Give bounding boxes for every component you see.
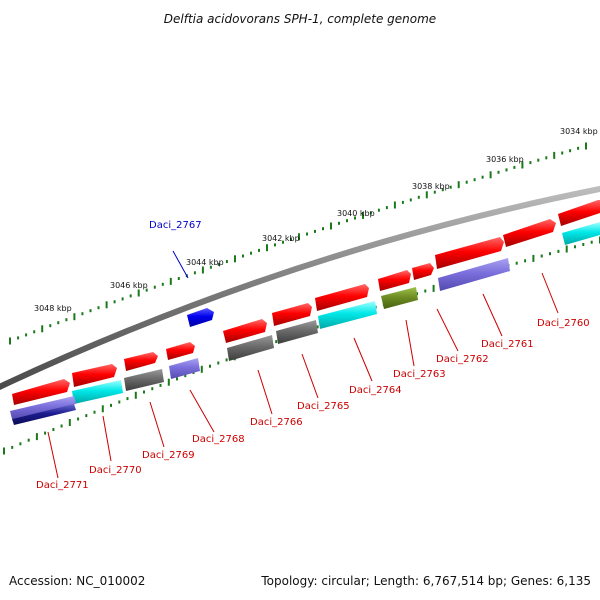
gene-label-daci-2762[interactable]: Daci_2762 <box>436 354 489 365</box>
gene-block[interactable] <box>318 301 377 329</box>
kbp-label-3034: 3034 kbp <box>560 127 598 136</box>
gene-arrow[interactable] <box>378 270 411 291</box>
kbp-label-3046: 3046 kbp <box>110 281 148 290</box>
gene-label-daci-2769[interactable]: Daci_2769 <box>142 450 195 461</box>
gene-arrow[interactable] <box>166 342 195 360</box>
gene-label-daci-2766[interactable]: Daci_2766 <box>250 417 303 428</box>
gene-block[interactable] <box>72 380 123 404</box>
gene-block[interactable] <box>12 404 76 425</box>
gene-block[interactable] <box>276 320 318 344</box>
gene-label-daci-2765[interactable]: Daci_2765 <box>297 401 350 412</box>
gene-label-daci-2771[interactable]: Daci_2771 <box>36 480 89 491</box>
gene-label-daci-2764[interactable]: Daci_2764 <box>349 385 402 396</box>
gene-label-daci-2768[interactable]: Daci_2768 <box>192 434 245 445</box>
kbp-label-3038: 3038 kbp <box>412 182 450 191</box>
gene-label-daci-2760[interactable]: Daci_2760 <box>537 318 590 329</box>
gene-label-daci-2770[interactable]: Daci_2770 <box>89 465 142 476</box>
kbp-label-3042: 3042 kbp <box>262 234 300 243</box>
gene-labels: Daci_2760 Daci_2761 Daci_2762 Daci_2763 … <box>36 220 590 491</box>
kbp-label-3044: 3044 kbp <box>186 258 224 267</box>
gene-block[interactable] <box>10 396 76 419</box>
gene-label-daci-2763[interactable]: Daci_2763 <box>393 369 446 380</box>
forward-strand-track <box>12 200 600 405</box>
gene-arrow[interactable] <box>412 263 434 280</box>
gene-arrow[interactable] <box>223 319 267 343</box>
accession-text: Accession: NC_010002 <box>9 574 145 588</box>
label-leaders <box>47 250 559 479</box>
topology-text: Topology: circular; Length: 6,767,514 bp… <box>260 574 591 588</box>
gene-arrow[interactable] <box>187 308 214 327</box>
gene-block[interactable] <box>227 335 274 361</box>
gene-arrow[interactable] <box>72 364 117 387</box>
gene-label-daci-2767[interactable]: Daci_2767 <box>149 220 202 231</box>
gene-arrow[interactable] <box>124 352 158 371</box>
gene-block[interactable] <box>562 222 600 245</box>
gene-block[interactable] <box>438 258 510 291</box>
gene-arrow[interactable] <box>503 219 556 247</box>
kbp-labels: 3034 kbp 3036 kbp 3038 kbp 3040 kbp 3042… <box>34 127 598 313</box>
map-title: Delftia acidovorans SPH-1, complete geno… <box>164 12 436 26</box>
kbp-label-3048: 3048 kbp <box>34 304 72 313</box>
gene-block[interactable] <box>124 369 164 391</box>
kbp-label-3040: 3040 kbp <box>337 209 375 218</box>
gene-label-daci-2761[interactable]: Daci_2761 <box>481 339 534 350</box>
gene-arrow[interactable] <box>558 200 600 226</box>
gene-arrow[interactable] <box>12 379 70 405</box>
gene-block[interactable] <box>169 358 200 379</box>
gene-arrow[interactable] <box>272 303 312 326</box>
gene-arrow[interactable] <box>315 284 369 311</box>
gene-arrow[interactable] <box>435 237 504 269</box>
genome-backbone <box>0 185 600 390</box>
gene-block[interactable] <box>381 287 418 309</box>
kbp-label-3036: 3036 kbp <box>486 155 524 164</box>
homolog-track <box>10 222 600 425</box>
